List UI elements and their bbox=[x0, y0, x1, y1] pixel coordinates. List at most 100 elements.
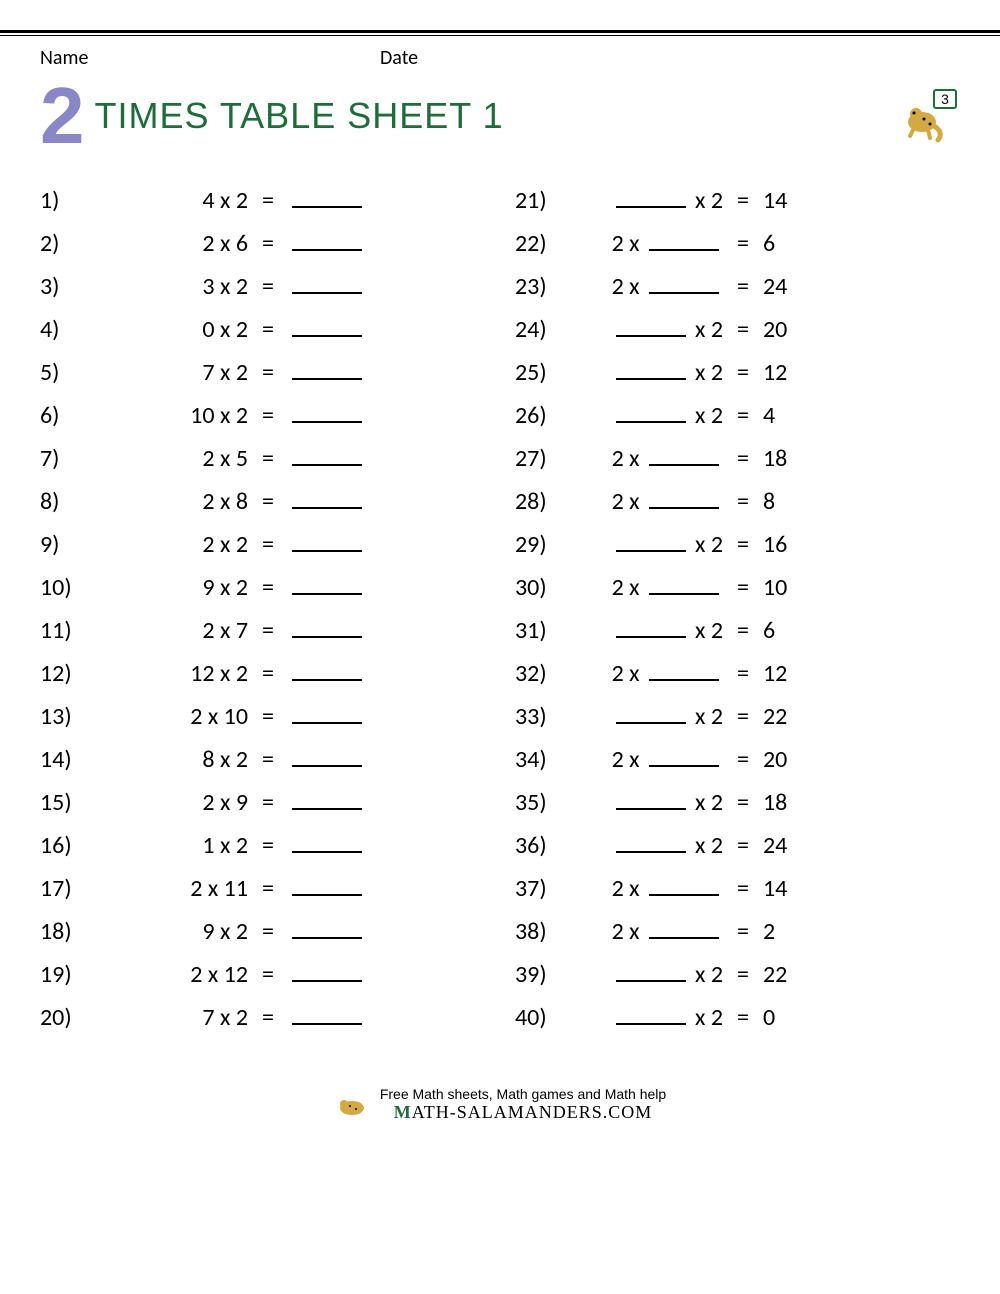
answer-value: 18 bbox=[763, 788, 843, 817]
answer-blank[interactable] bbox=[288, 358, 368, 387]
factor-blank[interactable] bbox=[616, 401, 686, 423]
problem-expression: 1 x 2= bbox=[98, 831, 485, 860]
lhs: x 2 bbox=[573, 186, 723, 215]
answer-blank[interactable] bbox=[288, 315, 368, 344]
factor-blank[interactable] bbox=[616, 315, 686, 337]
answer-blank[interactable] bbox=[288, 1003, 368, 1032]
answer-value: 18 bbox=[763, 444, 843, 473]
problem-row: 4)0 x 2= bbox=[40, 315, 485, 344]
lhs: 2 x bbox=[573, 659, 723, 688]
problem-row: 11)2 x 7= bbox=[40, 616, 485, 645]
equals-sign: = bbox=[723, 272, 763, 301]
problem-number: 32) bbox=[515, 659, 573, 688]
factor-blank[interactable] bbox=[649, 487, 719, 509]
answer-blank[interactable] bbox=[288, 702, 368, 731]
equals-sign: = bbox=[723, 487, 763, 516]
problem-expression: 2 x =6 bbox=[573, 229, 960, 258]
answer-blank[interactable] bbox=[288, 616, 368, 645]
equals-sign: = bbox=[723, 229, 763, 258]
problem-number: 8) bbox=[40, 487, 98, 516]
factor-blank[interactable] bbox=[649, 659, 719, 681]
factor-blank[interactable] bbox=[616, 702, 686, 724]
factor-blank[interactable] bbox=[616, 960, 686, 982]
worksheet-page: Name Date 2 TIMES TABLE SHEET 1 3 1)4 x … bbox=[0, 46, 1000, 1046]
factor-blank[interactable] bbox=[616, 358, 686, 380]
equals-sign: = bbox=[248, 616, 288, 645]
lhs: 7 x 2 bbox=[98, 1003, 248, 1032]
problem-number: 16) bbox=[40, 831, 98, 860]
factor-blank[interactable] bbox=[649, 229, 719, 251]
equals-sign: = bbox=[248, 659, 288, 688]
problem-number: 35) bbox=[515, 788, 573, 817]
factor-blank[interactable] bbox=[616, 1003, 686, 1025]
problem-expression: 4 x 2= bbox=[98, 186, 485, 215]
problem-expression: 2 x 10= bbox=[98, 702, 485, 731]
problem-number: 9) bbox=[40, 530, 98, 559]
answer-blank[interactable] bbox=[288, 960, 368, 989]
problem-expression: 7 x 2= bbox=[98, 1003, 485, 1032]
problem-expression: 10 x 2= bbox=[98, 401, 485, 430]
factor-blank[interactable] bbox=[616, 831, 686, 853]
lhs: 10 x 2 bbox=[98, 401, 248, 430]
factor-blank[interactable] bbox=[649, 745, 719, 767]
date-label: Date bbox=[380, 46, 418, 70]
problem-row: 15)2 x 9= bbox=[40, 788, 485, 817]
problem-number: 31) bbox=[515, 616, 573, 645]
factor-blank[interactable] bbox=[649, 573, 719, 595]
answer-blank[interactable] bbox=[288, 272, 368, 301]
answer-blank[interactable] bbox=[288, 874, 368, 903]
answer-blank[interactable] bbox=[288, 917, 368, 946]
answer-blank[interactable] bbox=[288, 229, 368, 258]
equals-sign: = bbox=[723, 831, 763, 860]
answer-blank[interactable] bbox=[288, 745, 368, 774]
answer-blank[interactable] bbox=[288, 444, 368, 473]
problem-expression: x 2=4 bbox=[573, 401, 960, 430]
answer-blank[interactable] bbox=[288, 659, 368, 688]
problem-number: 34) bbox=[515, 745, 573, 774]
factor-blank[interactable] bbox=[616, 530, 686, 552]
answer-value: 8 bbox=[763, 487, 843, 516]
equals-sign: = bbox=[248, 272, 288, 301]
problem-row: 29) x 2=16 bbox=[515, 530, 960, 559]
answer-blank[interactable] bbox=[288, 788, 368, 817]
problem-row: 14)8 x 2= bbox=[40, 745, 485, 774]
problem-number: 2) bbox=[40, 229, 98, 258]
problem-row: 28)2 x =8 bbox=[515, 487, 960, 516]
problem-number: 36) bbox=[515, 831, 573, 860]
problem-expression: x 2=6 bbox=[573, 616, 960, 645]
factor-blank[interactable] bbox=[616, 186, 686, 208]
lhs: x 2 bbox=[573, 401, 723, 430]
problem-expression: 2 x =18 bbox=[573, 444, 960, 473]
equals-sign: = bbox=[248, 702, 288, 731]
lhs: 2 x 12 bbox=[98, 960, 248, 989]
factor-blank[interactable] bbox=[649, 444, 719, 466]
problem-row: 34)2 x =20 bbox=[515, 745, 960, 774]
factor-blank[interactable] bbox=[649, 917, 719, 939]
problem-number: 30) bbox=[515, 573, 573, 602]
answer-value: 0 bbox=[763, 1003, 843, 1032]
problem-expression: 9 x 2= bbox=[98, 573, 485, 602]
factor-blank[interactable] bbox=[616, 616, 686, 638]
factor-blank[interactable] bbox=[616, 788, 686, 810]
answer-blank[interactable] bbox=[288, 186, 368, 215]
problem-expression: 2 x 5= bbox=[98, 444, 485, 473]
factor-blank[interactable] bbox=[649, 272, 719, 294]
answer-blank[interactable] bbox=[288, 831, 368, 860]
problem-number: 23) bbox=[515, 272, 573, 301]
lhs: 2 x 8 bbox=[98, 487, 248, 516]
problem-row: 21) x 2=14 bbox=[515, 186, 960, 215]
factor-blank[interactable] bbox=[649, 874, 719, 896]
problem-expression: 0 x 2= bbox=[98, 315, 485, 344]
answer-blank[interactable] bbox=[288, 573, 368, 602]
answer-value: 22 bbox=[763, 960, 843, 989]
problem-number: 20) bbox=[40, 1003, 98, 1032]
answer-blank[interactable] bbox=[288, 487, 368, 516]
problem-row: 40) x 2=0 bbox=[515, 1003, 960, 1032]
footer-salamander-icon bbox=[334, 1090, 374, 1120]
answer-blank[interactable] bbox=[288, 401, 368, 430]
lhs: 2 x 6 bbox=[98, 229, 248, 258]
problem-number: 14) bbox=[40, 745, 98, 774]
answer-blank[interactable] bbox=[288, 530, 368, 559]
lhs: 3 x 2 bbox=[98, 272, 248, 301]
equals-sign: = bbox=[248, 917, 288, 946]
